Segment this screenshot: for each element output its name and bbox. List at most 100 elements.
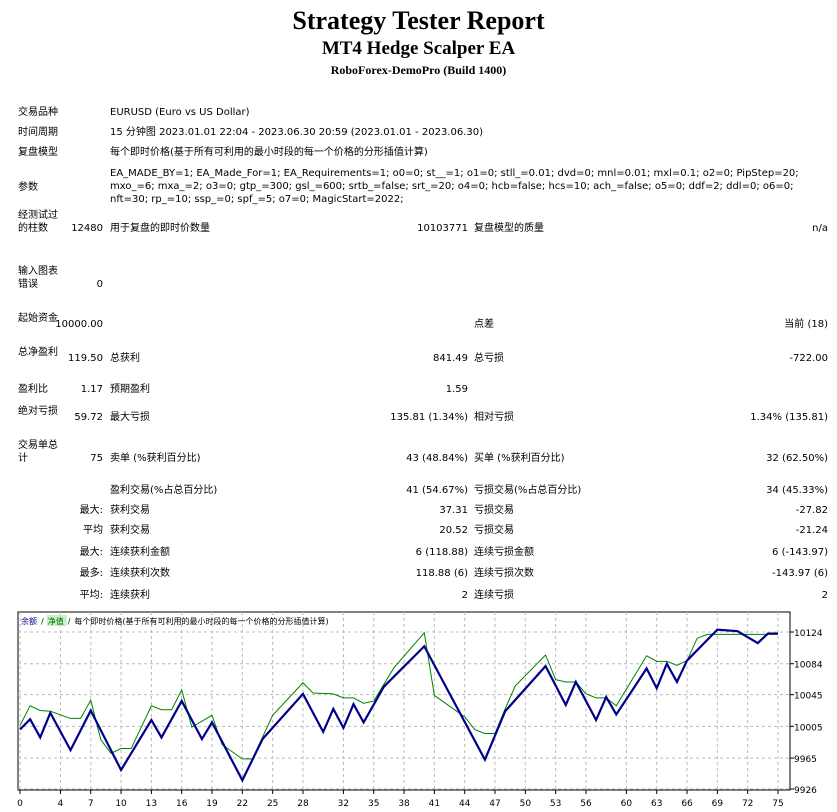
stat-value: -21.24: [795, 525, 828, 536]
params-value: EA_MADE_BY=1; EA_Made_For=1; EA_Requirem…: [110, 168, 799, 205]
stat-value: 841.49: [433, 353, 468, 364]
stat-value: 32 (62.50%): [766, 453, 828, 464]
stat-label: 点差: [474, 319, 494, 330]
balance-chart: 0 4 7 10 13 16 19 22 25 28 32 35 38 41 44 47 50 53 56 60 63 6…: [17, 611, 823, 809]
legend-equity: 净值: [48, 616, 64, 626]
model-label: 复盘模型: [18, 147, 58, 158]
ea-name: MT4 Hedge Scalper EA: [321, 38, 516, 59]
stat-value: 10000.00: [55, 319, 103, 330]
stat-label: 连续获利: [110, 590, 150, 601]
x-tick-label: 38: [398, 799, 410, 809]
equity-line: [19, 631, 778, 760]
stat-value: 43 (48.84%): [406, 453, 468, 464]
legend-balance: 余额: [21, 616, 37, 626]
x-tick-label: 66: [681, 799, 693, 809]
x-tick-label: 50: [520, 799, 532, 809]
stat-label: 盈利交易(%占总百分比): [110, 485, 218, 496]
params-label: 参数: [18, 182, 38, 193]
stat-value: 当前 (18): [784, 319, 828, 330]
stat-value: -143.97 (6): [772, 568, 828, 579]
stat-label: 总亏损: [474, 353, 504, 364]
x-tick-label: 28: [297, 799, 309, 809]
stat-label: 连续亏损金额: [474, 547, 534, 558]
y-tick-label: 10084: [794, 661, 823, 671]
x-tick-label: 4: [58, 799, 64, 809]
stat-label: 连续亏损: [474, 590, 514, 601]
stat-label: 亏损交易: [474, 525, 514, 536]
stat-value: 平均:: [79, 590, 103, 601]
stat-value: 34 (45.33%): [766, 485, 828, 496]
stat-value: 2: [821, 590, 828, 601]
stat-value: 1.59: [445, 384, 468, 395]
stat-label: 盈利比: [18, 384, 48, 395]
stat-value: 135.81 (1.34%): [390, 412, 468, 423]
stat-value: 1.17: [80, 384, 103, 395]
x-tick-label: 69: [712, 799, 724, 809]
stat-value: 59.72: [74, 412, 103, 423]
stat-value: 12480: [71, 223, 103, 234]
x-tick-label: 22: [237, 799, 248, 809]
stat-value: 最大:: [79, 505, 103, 516]
stat-value: 41 (54.67%): [406, 485, 468, 496]
legend-separator: /: [41, 617, 44, 626]
x-tick-label: 7: [88, 799, 94, 809]
x-tick-label: 44: [459, 799, 471, 809]
x-tick-label: 60: [621, 799, 633, 809]
y-tick-label: 10045: [794, 692, 823, 702]
stat-value: 118.88 (6): [415, 568, 468, 579]
stat-label: 亏损交易(%占总百分比): [474, 485, 582, 496]
x-tick-label: 56: [580, 799, 592, 809]
y-tick-label: 9926: [794, 786, 817, 796]
period-value: 15 分钟图 2023.01.01 22:04 - 2023.06.30 20:…: [110, 127, 484, 138]
stat-label: 亏损交易: [474, 505, 514, 516]
stat-label: 总净盈利: [18, 347, 58, 358]
balance-line: [19, 628, 778, 783]
x-tick-label: 75: [772, 799, 783, 809]
stat-label: 连续亏损次数: [474, 568, 534, 579]
y-tick-label: 10005: [794, 723, 823, 733]
x-tick-label: 47: [489, 799, 500, 809]
stat-value: 最多:: [79, 568, 103, 579]
plot-area: [17, 611, 791, 791]
report-title: Strategy Tester Report: [292, 6, 545, 35]
x-tick-label: 35: [368, 799, 379, 809]
stat-value: 0: [96, 279, 103, 290]
stat-label: 相对亏损: [474, 412, 514, 423]
stat-value: 37.31: [439, 505, 468, 516]
stat-label: 输入图表错误: [18, 266, 58, 290]
stat-value: 20.52: [439, 525, 468, 536]
stat-label: 连续获利金额: [110, 547, 170, 558]
stat-value: 10103771: [417, 223, 468, 234]
stat-label: 用于复盘的即时价数量: [110, 223, 210, 234]
stat-value: 6 (118.88): [415, 547, 468, 558]
stat-label: 获利交易: [110, 525, 150, 536]
stat-label: 最大亏损: [110, 412, 150, 423]
server-name: RoboForex-DemoPro (Build 1400): [330, 63, 507, 77]
stat-value: 6 (-143.97): [772, 547, 828, 558]
legend-model: 每个即时价格(基于所有可利用的最小时段的每一个价格的分形插值计算): [74, 616, 328, 626]
stat-label: 起始资金: [18, 313, 58, 324]
symbol-label: 交易品种: [18, 107, 58, 118]
x-tick-label: 25: [267, 799, 278, 809]
stat-value: 最大:: [79, 547, 103, 558]
stat-value: 2: [461, 590, 468, 601]
legend-separator: /: [68, 617, 71, 626]
y-tick-label: 9965: [794, 755, 817, 765]
stat-label: 预期盈利: [110, 384, 150, 395]
x-tick-label: 10: [115, 799, 127, 809]
stat-label: 交易单总计: [18, 440, 58, 464]
stat-label: 卖单 (%获利百分比): [110, 453, 201, 464]
stat-label: 总获利: [110, 353, 140, 364]
stat-label: 买单 (%获利百分比): [474, 453, 565, 464]
stat-value: -722.00: [789, 353, 828, 364]
stat-value: 平均: [83, 525, 103, 536]
stat-value: 75: [90, 453, 103, 464]
x-tick-label: 19: [206, 799, 218, 809]
x-tick-label: 41: [429, 799, 440, 809]
legend-swatch: [46, 615, 67, 626]
y-tick-label: 10124: [794, 629, 823, 639]
stat-value: 1.34% (135.81): [750, 412, 828, 423]
x-tick-label: 13: [146, 799, 157, 809]
stat-label: 经测试过的柱数: [18, 210, 58, 234]
x-tick-label: 0: [17, 799, 23, 809]
